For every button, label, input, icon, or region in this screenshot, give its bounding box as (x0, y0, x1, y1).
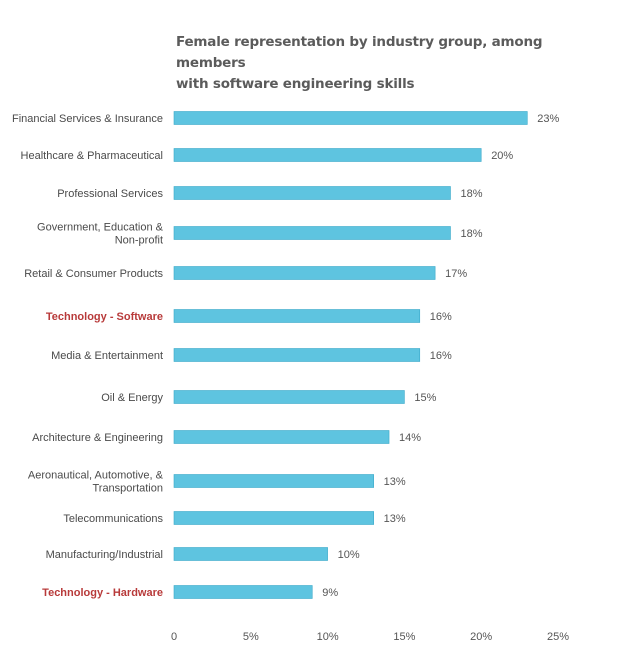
category-label-retail-consumer-products: Retail & Consumer Products (24, 268, 163, 280)
value-label-oil-energy: 15% (414, 392, 436, 404)
x-tick-label-10: 10% (317, 631, 339, 643)
bar-retail-consumer-products (173, 266, 436, 280)
category-label-aeronautical-automotive-transportation: Aeronautical, Automotive, & Transportatio… (28, 470, 164, 495)
value-label-media-entertainment: 16% (430, 350, 452, 362)
bar-manufacturing-industrial (173, 547, 328, 561)
value-label-financial-services-insurance: 23% (537, 113, 559, 125)
value-label-aeronautical-automotive-transportation: 13% (384, 476, 406, 488)
category-label-oil-energy: Oil & Energy (101, 392, 163, 404)
bar-professional-services (173, 186, 451, 200)
bar-media-entertainment (173, 348, 421, 362)
bar-aeronautical-automotive-transportation (173, 474, 374, 488)
category-label-media-entertainment: Media & Entertainment (51, 350, 163, 362)
value-label-telecommunications: 13% (384, 513, 406, 525)
chart-title: Female representation by industry group,… (176, 32, 576, 95)
x-tick-label-20: 20% (470, 631, 492, 643)
chart-title-line-2: with software engineering skills (176, 76, 415, 92)
category-label-telecommunications: Telecommunications (63, 513, 163, 525)
x-tick-label-25: 25% (547, 631, 569, 643)
value-label-healthcare-pharmaceutical: 20% (491, 150, 513, 162)
x-tick-label-5: 5% (243, 631, 259, 643)
bar-telecommunications (173, 511, 374, 525)
category-label-manufacturing-industrial: Manufacturing/Industrial (46, 549, 163, 561)
bar-oil-energy (173, 390, 405, 404)
category-label-financial-services-insurance: Financial Services & Insurance (12, 113, 163, 125)
bar-financial-services-insurance (173, 111, 528, 125)
bar-government-education-non-profit (173, 226, 451, 240)
category-label-technology-hardware: Technology - Hardware (42, 587, 163, 599)
value-label-government-education-non-profit: 18% (460, 228, 482, 240)
category-label-healthcare-pharmaceutical: Healthcare & Pharmaceutical (21, 150, 163, 162)
value-label-professional-services: 18% (460, 188, 482, 200)
value-label-architecture-engineering: 14% (399, 432, 421, 444)
bar-technology-software (173, 309, 421, 323)
bar-architecture-engineering (173, 430, 390, 444)
category-label-technology-software: Technology - Software (46, 311, 163, 323)
value-label-retail-consumer-products: 17% (445, 268, 467, 280)
value-label-manufacturing-industrial: 10% (338, 549, 360, 561)
value-label-technology-software: 16% (430, 311, 452, 323)
category-label-architecture-engineering: Architecture & Engineering (32, 432, 163, 444)
bar-healthcare-pharmaceutical (173, 148, 482, 162)
value-label-technology-hardware: 9% (322, 587, 338, 599)
bar-technology-hardware (173, 585, 313, 599)
x-tick-label-15: 15% (393, 631, 415, 643)
chart-title-line-1: Female representation by industry group,… (176, 34, 543, 71)
category-label-professional-services: Professional Services (57, 188, 163, 200)
x-tick-label-0: 0 (171, 631, 177, 643)
category-label-government-education-non-profit: Government, Education & Non-profit (37, 222, 164, 247)
